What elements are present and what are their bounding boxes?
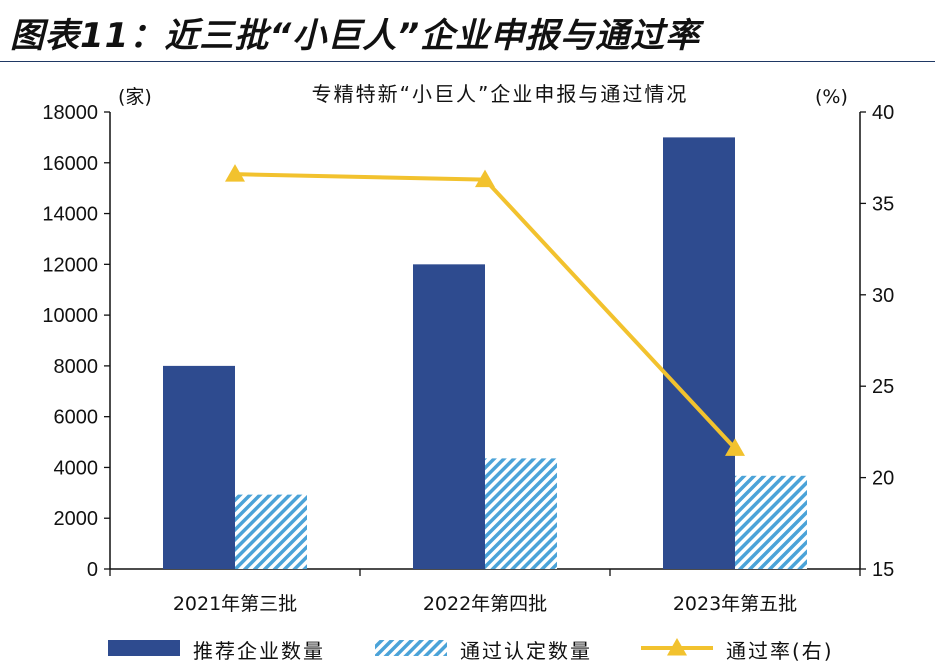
pass-rate-marker <box>475 169 495 188</box>
left-tick-label: 14000 <box>42 204 98 226</box>
bar-approved <box>485 458 557 569</box>
bar-recommended <box>663 137 735 569</box>
left-tick-label: 12000 <box>42 254 98 276</box>
right-tick-label: 20 <box>872 468 894 490</box>
legend-swatch-approved <box>375 640 447 656</box>
pass-rate-marker <box>225 164 245 182</box>
x-category-label: 2022年第四批 <box>423 593 547 615</box>
figure-title: 图表11：近三批“小巨人”企业申报与通过率 <box>10 16 701 56</box>
left-tick-label: 18000 <box>42 102 98 124</box>
x-category-label: 2023年第五批 <box>673 593 797 615</box>
right-tick-label: 25 <box>872 376 894 398</box>
left-tick-label: 0 <box>87 559 98 581</box>
chart-subtitle: 专精特新“小巨人”企业申报与通过情况 <box>312 82 689 106</box>
right-axis-unit: (%) <box>815 86 848 108</box>
right-tick-label: 15 <box>872 559 894 581</box>
left-tick-label: 16000 <box>42 153 98 175</box>
legend-label-approved: 通过认定数量 <box>460 639 592 663</box>
right-tick-label: 40 <box>872 102 894 124</box>
right-tick-label: 35 <box>872 193 894 215</box>
legend-swatch-recommended <box>108 640 180 656</box>
left-axis-unit: (家) <box>118 86 152 108</box>
bar-recommended <box>413 264 485 569</box>
left-tick-label: 8000 <box>54 356 99 378</box>
bar-recommended <box>163 365 235 569</box>
legend-label-recommended: 推荐企业数量 <box>193 639 325 663</box>
x-category-label: 2021年第三批 <box>173 593 297 615</box>
pass-rate-marker <box>725 438 745 456</box>
left-tick-label: 2000 <box>54 508 99 530</box>
left-tick-label: 10000 <box>42 305 98 327</box>
legend-label-pass-rate: 通过率(右) <box>726 639 834 663</box>
bar-approved <box>235 494 307 569</box>
title-divider <box>0 61 935 62</box>
legend-swatch-pass-rate-marker <box>667 638 687 656</box>
left-tick-label: 4000 <box>54 457 99 479</box>
right-tick-label: 30 <box>872 285 894 307</box>
left-tick-label: 6000 <box>54 407 99 429</box>
bar-approved <box>735 475 807 569</box>
